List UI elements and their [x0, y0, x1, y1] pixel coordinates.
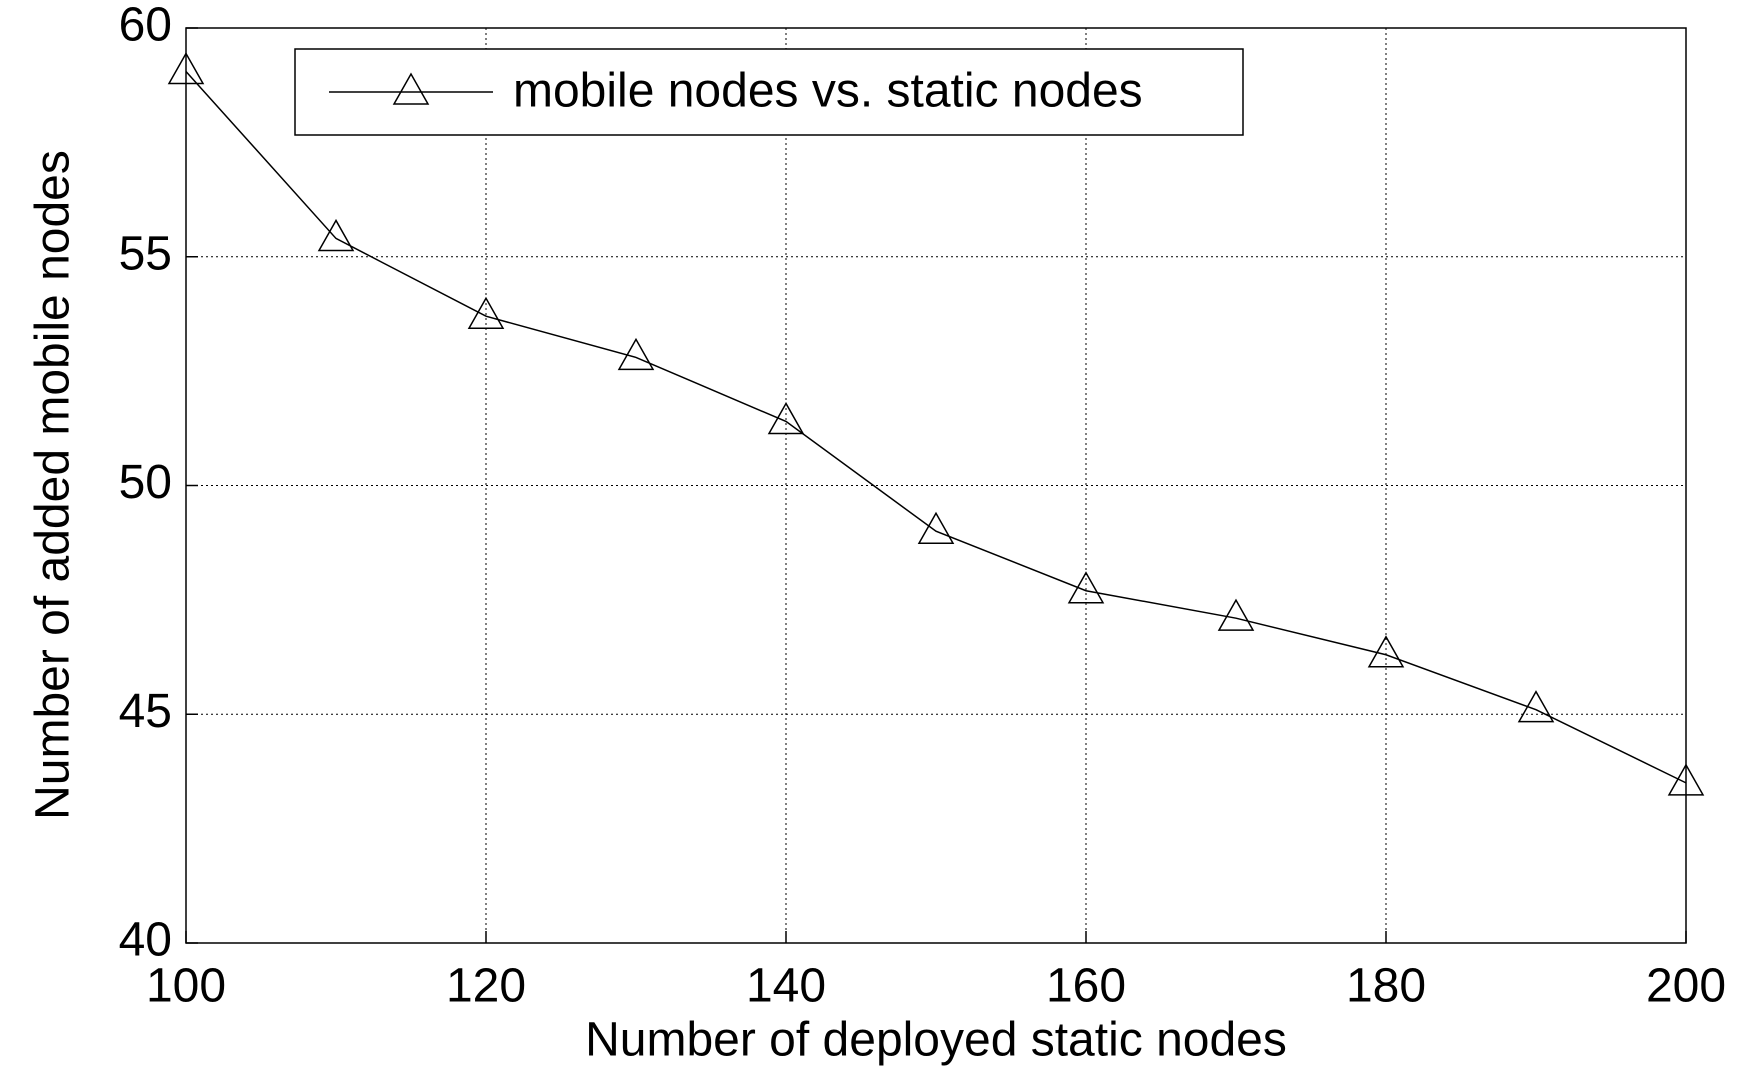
legend-label: mobile nodes vs. static nodes: [513, 65, 1143, 118]
legend-marker: [392, 72, 430, 105]
data-marker: [1667, 763, 1705, 796]
data-marker: [1367, 635, 1405, 668]
data-line: [185, 70, 1687, 784]
data-marker: [1067, 571, 1105, 604]
y-tick-label: 50: [119, 456, 172, 509]
x-tick-label: 200: [1646, 960, 1726, 1013]
x-tick-label: 140: [746, 960, 826, 1013]
data-marker: [1217, 598, 1255, 631]
data-marker: [767, 401, 805, 435]
y-tick-label: 45: [119, 685, 172, 738]
x-tick-label: 180: [1346, 960, 1426, 1013]
data-marker: [1517, 690, 1555, 723]
x-tick-label: 100: [146, 960, 226, 1013]
y-axis-label: Number of added mobile nodes: [27, 150, 80, 820]
x-tick-label: 120: [446, 960, 526, 1013]
plot-frame: [185, 27, 1687, 944]
x-axis-label: Number of deployed static nodes: [585, 1014, 1287, 1067]
data-marker: [167, 51, 205, 85]
data-marker: [317, 218, 355, 252]
y-tick-label: 55: [119, 227, 172, 280]
data-marker: [617, 337, 655, 371]
y-tick-label: 40: [119, 914, 172, 967]
y-tick-label: 60: [119, 0, 172, 52]
x-tick-label: 160: [1046, 960, 1126, 1013]
data-marker: [917, 511, 955, 544]
data-marker: [467, 296, 505, 329]
